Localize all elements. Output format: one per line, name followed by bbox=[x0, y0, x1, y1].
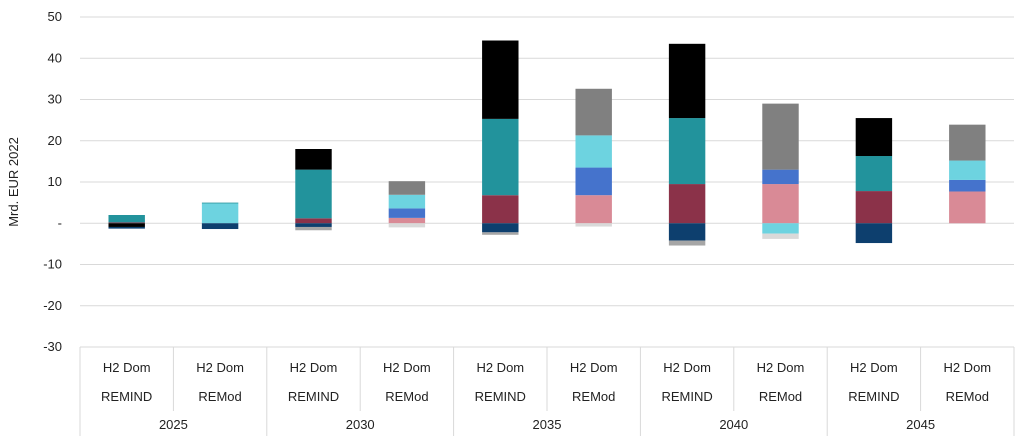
category-label-line2: REMIND bbox=[101, 389, 152, 404]
bar-segment bbox=[482, 195, 519, 224]
bar-segment bbox=[201, 203, 239, 224]
bar-segment bbox=[108, 222, 145, 224]
bar-segment bbox=[575, 223, 612, 227]
bar-segment bbox=[762, 223, 799, 234]
category-label-line2: REMod bbox=[759, 389, 802, 404]
y-tick-label: 10 bbox=[48, 174, 62, 189]
bar-segment bbox=[668, 184, 706, 224]
year-label: 2035 bbox=[533, 417, 562, 432]
bar-segment bbox=[482, 40, 519, 119]
bar-segment bbox=[295, 218, 332, 224]
bar-segment bbox=[949, 191, 986, 224]
category-label-line1: H2 Dom bbox=[383, 360, 431, 375]
category-label-line1: H2 Dom bbox=[476, 360, 524, 375]
y-tick-label: -20 bbox=[43, 298, 62, 313]
bar-segment bbox=[388, 217, 426, 224]
category-label-line1: H2 Dom bbox=[757, 360, 805, 375]
bar-segment bbox=[762, 103, 799, 170]
bar-segment bbox=[295, 223, 332, 227]
category-label-line1: H2 Dom bbox=[196, 360, 244, 375]
bar-segment bbox=[295, 226, 332, 231]
y-tick-label: 50 bbox=[48, 9, 62, 24]
y-axis-label: Mrd. EUR 2022 bbox=[6, 137, 21, 227]
category-label-line2: REMIND bbox=[288, 389, 339, 404]
bar-segment bbox=[575, 167, 612, 196]
category-label-line2: REMod bbox=[946, 389, 989, 404]
bar-segment bbox=[388, 223, 426, 228]
category-label-line2: REMod bbox=[385, 389, 428, 404]
year-label: 2045 bbox=[906, 417, 935, 432]
bar-segment bbox=[295, 169, 332, 219]
bar-segment bbox=[949, 179, 986, 192]
category-label-line1: H2 Dom bbox=[663, 360, 711, 375]
bar-segment bbox=[201, 223, 239, 230]
bar-segment bbox=[295, 149, 332, 170]
bar-segment bbox=[108, 215, 145, 223]
bar-segment bbox=[762, 184, 799, 224]
bar-segment bbox=[108, 223, 145, 227]
category-label-line1: H2 Dom bbox=[103, 360, 151, 375]
category-label-line2: REMod bbox=[198, 389, 241, 404]
y-tick-label: 20 bbox=[48, 133, 62, 148]
bar-segment bbox=[388, 194, 426, 209]
bar-segment bbox=[855, 156, 893, 192]
year-label: 2030 bbox=[346, 417, 375, 432]
bar-segment bbox=[762, 169, 799, 185]
y-tick-label: -30 bbox=[43, 339, 62, 354]
bar-segment bbox=[668, 43, 706, 119]
bar-segment bbox=[855, 118, 893, 157]
bar-segment bbox=[201, 202, 239, 204]
bar-segment bbox=[668, 223, 706, 241]
y-tick-label: 30 bbox=[48, 92, 62, 107]
bar-segment bbox=[388, 208, 426, 218]
bar-segment bbox=[762, 233, 799, 239]
bar-segment bbox=[482, 223, 519, 233]
year-label: 2025 bbox=[159, 417, 188, 432]
bar-segment bbox=[108, 226, 145, 229]
x-axis-category-table: H2 Dom REMIND H2 Dom REMod H2 Dom REMIND H2 Do… bbox=[79, 347, 1015, 436]
category-label-line2: REMIND bbox=[661, 389, 712, 404]
bar-segment bbox=[949, 160, 986, 180]
bar-segment bbox=[575, 88, 612, 136]
bar-segment bbox=[575, 195, 612, 224]
category-label-line2: REMod bbox=[572, 389, 615, 404]
bar-segment bbox=[855, 223, 893, 244]
y-tick-label: 40 bbox=[48, 50, 62, 65]
bar-segment bbox=[668, 118, 706, 185]
bars bbox=[108, 40, 986, 246]
category-label-line2: REMIND bbox=[475, 389, 526, 404]
year-label: 2040 bbox=[719, 417, 748, 432]
bar-segment bbox=[949, 124, 986, 161]
y-axis-ticks: 50 40 30 20 10 - -10 -20 -30 bbox=[43, 9, 62, 354]
y-tick-label: -10 bbox=[43, 257, 62, 272]
category-label-line1: H2 Dom bbox=[943, 360, 991, 375]
bar-segment bbox=[388, 181, 426, 195]
category-label-line1: H2 Dom bbox=[290, 360, 338, 375]
y-tick-label: - bbox=[58, 215, 62, 230]
category-label-line1: H2 Dom bbox=[570, 360, 618, 375]
bar-segment bbox=[855, 191, 893, 224]
category-label-line1: H2 Dom bbox=[850, 360, 898, 375]
bar-segment bbox=[575, 135, 612, 168]
bar-segment bbox=[482, 232, 519, 235]
bar-segment bbox=[482, 118, 519, 196]
bar-segment bbox=[668, 240, 706, 246]
category-label-line2: REMIND bbox=[848, 389, 899, 404]
